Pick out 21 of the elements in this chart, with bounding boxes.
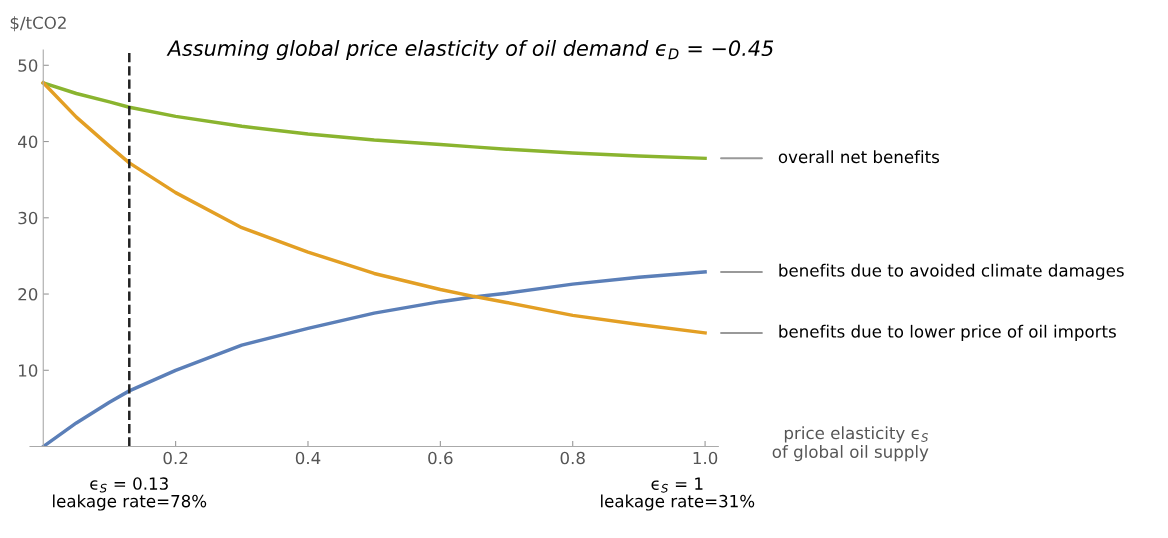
- text: overall net benefits: [778, 150, 940, 164]
- x-tick-label: 0.6: [428, 451, 453, 465]
- x-tick-label: 0.8: [560, 451, 585, 465]
- y-tick-label: 30: [18, 211, 38, 225]
- ref-line-label: ϵ$_{S}$ = 0.13 leakage rate=78%: [53, 477, 207, 511]
- chart-title: Assuming global price elasticity of oil demand ϵ$_{D}$ = −0.45: [166, 39, 774, 61]
- y-tick-label: 40: [18, 135, 38, 149]
- y-tick-label: 10: [19, 364, 38, 377]
- x-tick-label: 1.0: [693, 451, 718, 465]
- y-axis-title: $/tCO2: [10, 16, 66, 32]
- x-axis-title: price elasticity ϵ$_{S}$ of global oil supply: [772, 426, 929, 462]
- line-series: [41, 81, 707, 335]
- y-tick-label: 20: [18, 288, 38, 301]
- text: ϵ$_{S}$ = 1 leakage rate=31%: [601, 477, 755, 511]
- line-series: [41, 270, 707, 447]
- x-tick-label: 0.4: [295, 451, 321, 465]
- text: benefits due to lower price of oil imports: [779, 324, 1116, 341]
- x-tick-label: 0.2: [163, 451, 188, 465]
- text: benefits due to avoided climate damages: [779, 263, 1124, 280]
- line-series: [41, 81, 707, 161]
- y-tick-label: 50: [18, 59, 38, 72]
